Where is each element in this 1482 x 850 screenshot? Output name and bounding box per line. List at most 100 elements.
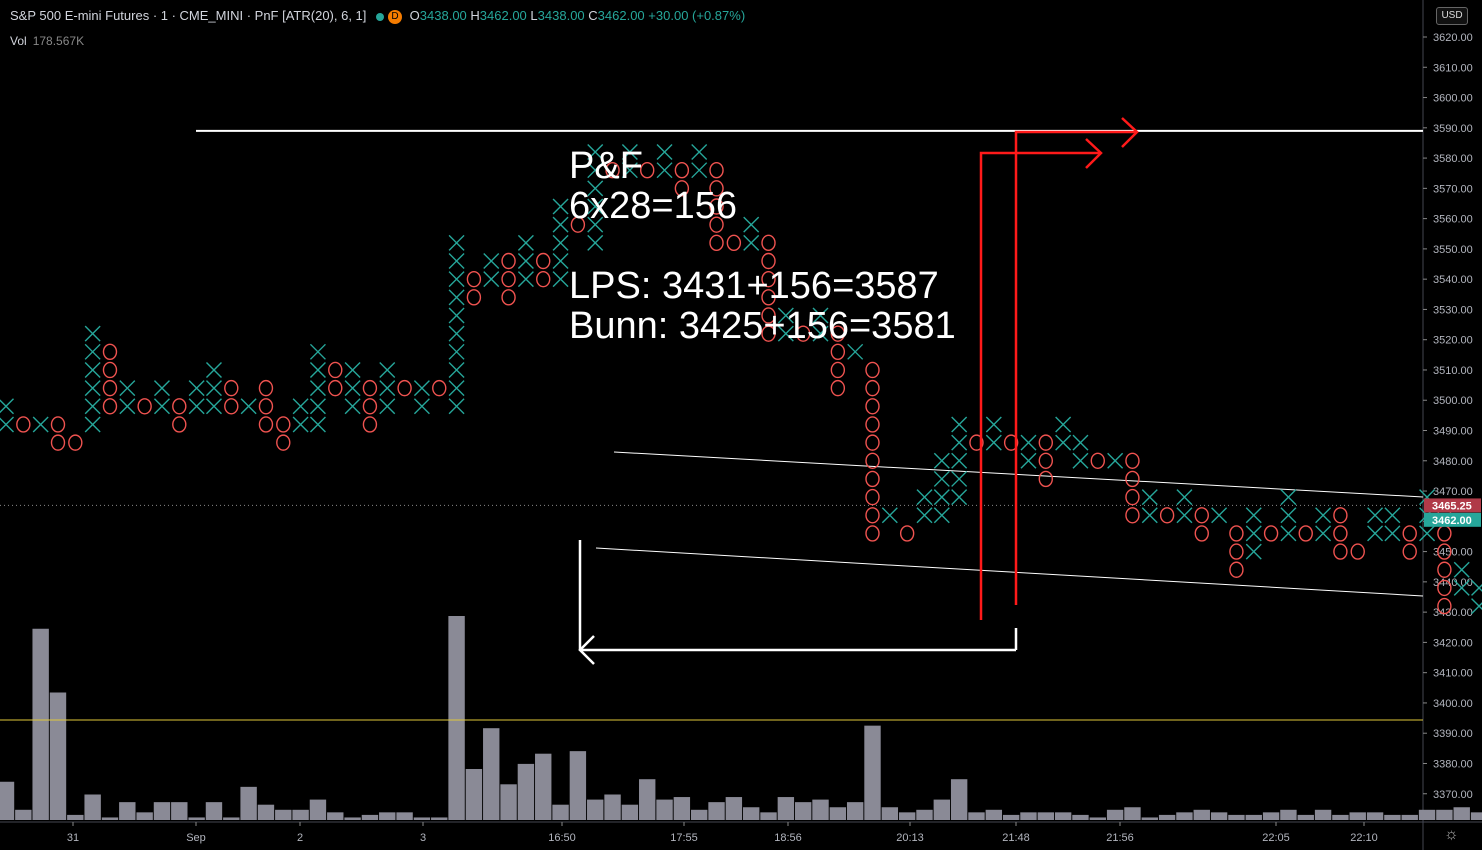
o-column — [709, 161, 724, 252]
x-column — [916, 489, 933, 524]
x-column — [985, 416, 1002, 451]
o-column — [605, 161, 620, 179]
o-box — [258, 416, 274, 433]
volume-bar — [1124, 807, 1141, 820]
close-label: C — [588, 8, 598, 23]
o-box — [865, 361, 880, 379]
o-box — [362, 416, 378, 433]
x-box — [1471, 583, 1482, 596]
volume-bar — [1418, 809, 1436, 820]
o-box — [397, 379, 412, 397]
x-box — [1471, 602, 1482, 615]
volume-bar — [1245, 814, 1262, 820]
time-tick-label: 21:48 — [1002, 832, 1030, 844]
close-price-badge: 3462.00 — [1424, 512, 1481, 527]
o-box — [1437, 597, 1452, 615]
volume-bar — [1453, 807, 1470, 820]
price-tick-label: 3590.00 — [1433, 123, 1473, 135]
annotation-bunn: Bunn: 3425+156=3581 — [569, 305, 956, 347]
volume-bar — [708, 802, 725, 820]
o-box — [68, 434, 83, 451]
x-column — [933, 452, 950, 524]
x-column — [1471, 579, 1482, 615]
x-box — [587, 162, 604, 179]
price-tick-label: 3610.00 — [1433, 62, 1473, 74]
o-box — [726, 234, 742, 252]
x-box — [1141, 489, 1158, 506]
x-box — [1453, 579, 1470, 596]
x-column — [1072, 434, 1089, 469]
bunn-arrow-head — [1085, 138, 1103, 169]
o-box — [328, 379, 343, 397]
x-box — [1315, 507, 1332, 524]
volume-bar — [898, 812, 916, 820]
volume-bar — [1470, 812, 1482, 820]
o-box — [761, 270, 776, 288]
volume-bar — [846, 802, 864, 820]
o-column — [1003, 434, 1019, 451]
o-column — [276, 416, 291, 451]
price-tick-label: 3390.00 — [1433, 728, 1473, 740]
volume-bar — [448, 616, 465, 820]
x-box — [84, 343, 101, 360]
o-box — [258, 379, 274, 397]
price-tick-label: 3480.00 — [1433, 456, 1473, 468]
x-box — [344, 398, 361, 415]
o-box — [1437, 543, 1452, 560]
x-box — [153, 380, 170, 397]
x-box — [812, 307, 829, 324]
x-box — [1384, 525, 1401, 542]
high-label: H — [470, 8, 480, 23]
x-box — [205, 398, 222, 415]
o-box — [761, 252, 776, 270]
o-box — [224, 379, 239, 397]
o-column — [102, 343, 118, 415]
x-box — [552, 234, 569, 251]
o-box — [328, 361, 343, 379]
x-box — [933, 489, 950, 506]
time-tick-label: 2 — [297, 832, 303, 844]
x-box — [552, 271, 569, 288]
volume-bar — [1262, 812, 1280, 820]
o-column — [328, 361, 343, 397]
x-box — [292, 416, 309, 433]
o-box — [899, 525, 915, 542]
x-box — [483, 253, 500, 269]
x-box — [448, 398, 465, 415]
o-box — [1333, 507, 1348, 524]
settings-gear-icon[interactable]: ☼ — [1444, 826, 1459, 843]
price-tick-label: 3530.00 — [1433, 304, 1473, 316]
o-box — [172, 416, 187, 433]
x-box — [413, 380, 430, 397]
x-box — [985, 434, 1002, 451]
o-box — [865, 525, 880, 542]
x-column — [1211, 507, 1228, 524]
x-box — [777, 325, 794, 342]
price-tick-label: 3570.00 — [1433, 183, 1473, 195]
x-box — [344, 380, 361, 397]
x-box — [1055, 416, 1072, 433]
o-column — [501, 252, 516, 306]
volume-bar — [1106, 809, 1124, 820]
x-column — [344, 361, 361, 415]
x-column — [448, 234, 465, 415]
o-column — [899, 525, 915, 542]
volume-bar — [153, 802, 171, 820]
volume-bar — [794, 802, 812, 820]
o-box — [709, 161, 724, 179]
volume-bar — [1193, 809, 1210, 820]
volume-bar — [864, 725, 881, 820]
o-box — [276, 416, 291, 433]
x-box — [691, 162, 708, 179]
x-box — [777, 307, 794, 324]
symbol-title[interactable]: S&P 500 E-mini Futures · 1 · CME_MINI · … — [10, 8, 367, 23]
price-tick-label: 3560.00 — [1433, 214, 1473, 226]
o-column — [466, 270, 482, 306]
currency-button[interactable]: USD — [1436, 7, 1468, 25]
price-tick-label: 3510.00 — [1433, 365, 1473, 377]
volume-bar — [0, 781, 15, 820]
x-box — [309, 416, 326, 433]
upper-trend-line — [613, 451, 1424, 498]
x-column — [691, 144, 708, 179]
